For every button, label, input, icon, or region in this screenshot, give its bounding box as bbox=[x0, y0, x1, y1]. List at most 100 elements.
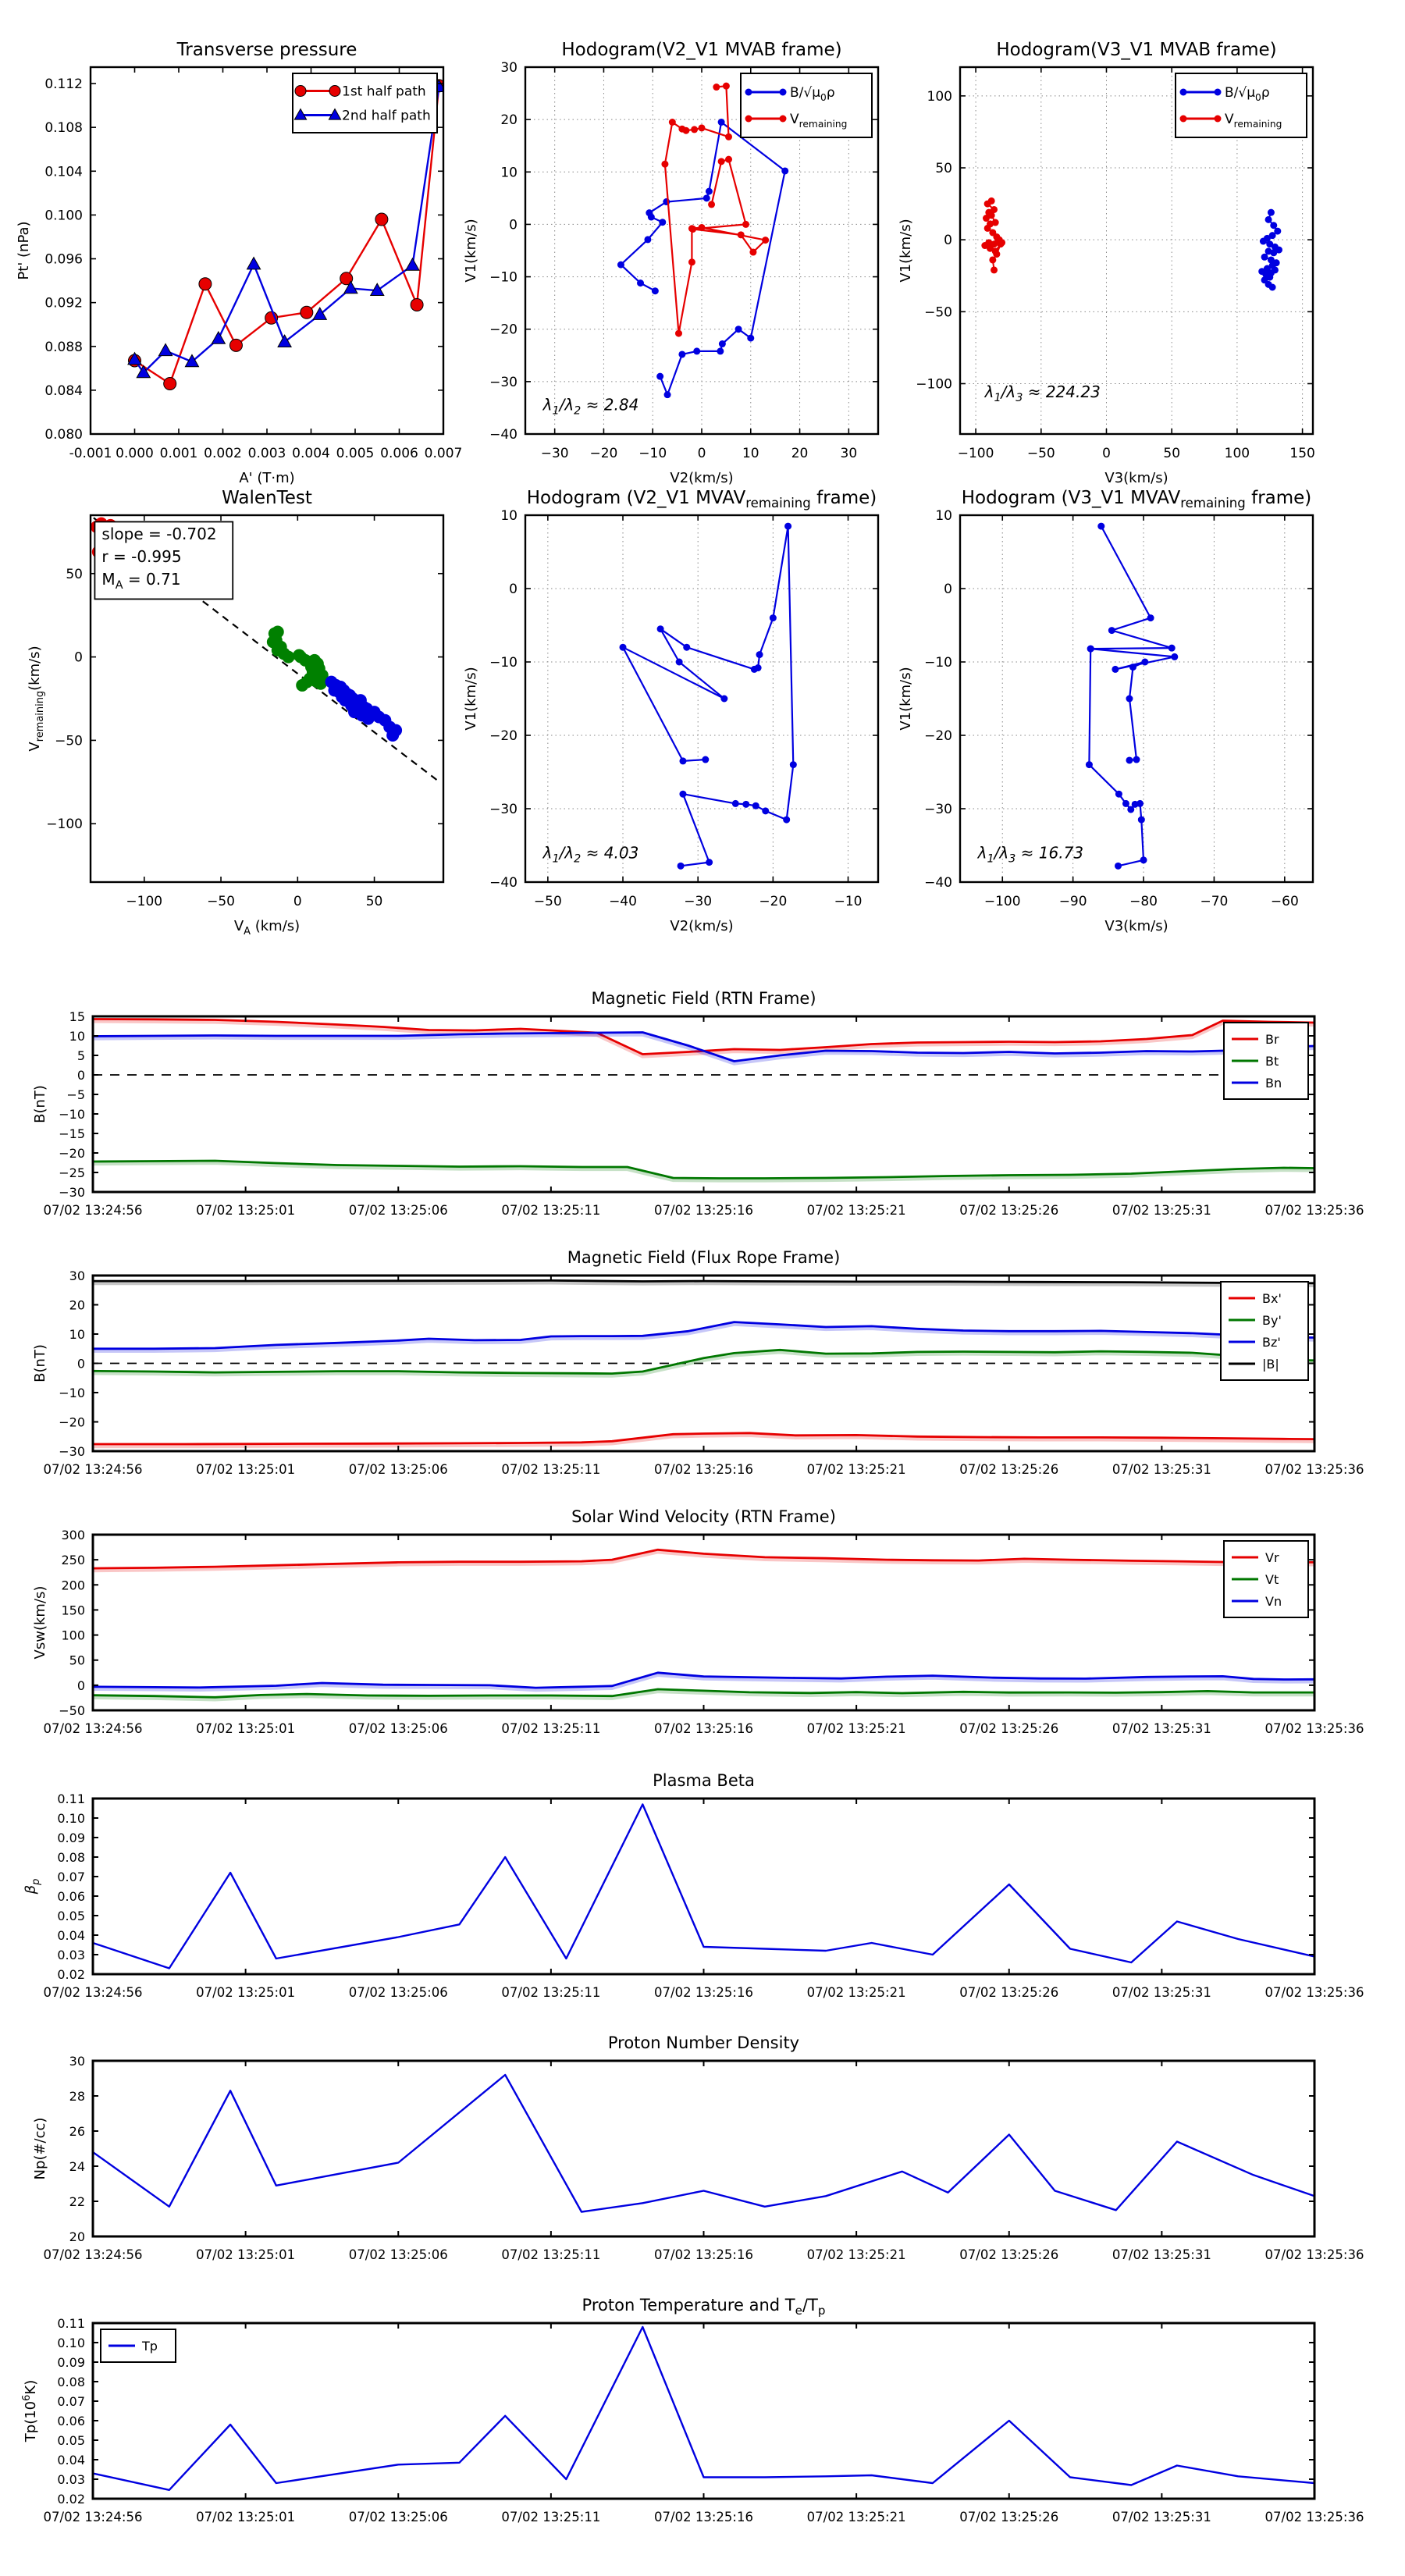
series-group bbox=[1085, 522, 1179, 870]
panel-transverse-pressure: -0.001 0.000 0.001 0.002 0.003 0.004 0.005 0.00… bbox=[16, 40, 462, 486]
series-line-Tp bbox=[93, 2325, 1314, 2491]
ticks bbox=[960, 514, 1313, 883]
y-tick-label: −30 bbox=[924, 802, 952, 817]
series-markers-V-remaining bbox=[981, 197, 1006, 274]
series-line-By-prime bbox=[93, 1348, 1314, 1375]
y-tick-label: 10 bbox=[500, 165, 518, 180]
y-tick-label: 0.07 bbox=[57, 2394, 85, 2409]
y-tick-label: −50 bbox=[59, 1703, 85, 1718]
x-tick-label: 07/02 13:25:26 bbox=[959, 2247, 1058, 2262]
panel-title-walen-test: WalenTest bbox=[222, 488, 312, 508]
x-tick-label: 0.002 bbox=[204, 446, 242, 461]
ticks bbox=[92, 1275, 1315, 1452]
y-axis-label: V1(km/s) bbox=[898, 667, 914, 730]
series-markers-velocity-hodogram bbox=[619, 522, 797, 870]
legend: Bx' By' Bz' |B| bbox=[1220, 1281, 1309, 1381]
y-tick-label: 0.096 bbox=[44, 252, 83, 268]
y-tick-label: −100 bbox=[916, 376, 952, 392]
x-tick-label: −90 bbox=[1059, 894, 1087, 909]
x-tick-label: 07/02 13:25:26 bbox=[959, 1462, 1058, 1477]
grid bbox=[960, 515, 1313, 882]
y-tick-label: 0.03 bbox=[57, 2472, 85, 2487]
x-tick-label: 0.007 bbox=[425, 446, 463, 461]
y-tick-label: 0 bbox=[944, 233, 952, 248]
x-tick-label: 07/02 13:24:56 bbox=[44, 1985, 143, 2000]
x-tick-label: −60 bbox=[1271, 894, 1299, 909]
ticks bbox=[960, 67, 1313, 434]
y-tick-label: 22 bbox=[69, 2194, 85, 2209]
x-tick-label: −40 bbox=[609, 894, 637, 909]
x-tick-label: −20 bbox=[759, 894, 787, 909]
series-shadow-B-magnitude bbox=[93, 1281, 1314, 1287]
y-tick-label: 0.09 bbox=[57, 1831, 85, 1845]
x-tick-label: 07/02 13:25:31 bbox=[1112, 1462, 1211, 1477]
series-line-Br bbox=[93, 1018, 1314, 1055]
series-line-Bn bbox=[93, 1031, 1314, 1062]
y-tick-label: 0.07 bbox=[57, 1870, 85, 1884]
y-tick-label: −10 bbox=[924, 655, 952, 671]
series-group bbox=[93, 1803, 1314, 1969]
y-tick-label: −25 bbox=[59, 1165, 85, 1180]
x-tick-label: −30 bbox=[684, 894, 712, 909]
x-tick-label: 07/02 13:25:36 bbox=[1265, 2247, 1364, 2262]
y-tick-label: 24 bbox=[69, 2159, 85, 2174]
legend-label-Bz': Bz' bbox=[1262, 1335, 1281, 1350]
legend-label-By': By' bbox=[1262, 1313, 1282, 1328]
y-tick-label: 50 bbox=[66, 567, 83, 582]
x-axis-label: VA (km/s) bbox=[234, 918, 300, 938]
series-markers-B-alfven bbox=[1258, 208, 1282, 291]
y-tick-label: 20 bbox=[69, 2229, 85, 2244]
x-tick-label: 07/02 13:25:01 bbox=[196, 1985, 295, 2000]
x-tick-label: 0 bbox=[698, 446, 706, 461]
series-group bbox=[617, 82, 789, 399]
x-tick-label: 07/02 13:25:16 bbox=[654, 2247, 753, 2262]
y-tick-label: −30 bbox=[59, 1444, 85, 1459]
series-shadow-Vr bbox=[93, 1550, 1314, 1573]
x-tick-label: −20 bbox=[589, 446, 617, 461]
y-tick-label: 10 bbox=[935, 508, 952, 524]
y-tick-label: 0.10 bbox=[57, 1811, 85, 1826]
x-tick-label: 07/02 13:24:56 bbox=[44, 1721, 143, 1736]
panel-title-proton-number-density: Proton Number Density bbox=[608, 2033, 799, 2052]
x-tick-label: 0 bbox=[1102, 446, 1111, 461]
series-shadow-Vt bbox=[93, 1689, 1314, 1702]
series-line-Vn bbox=[93, 1671, 1314, 1689]
y-tick-label: 0.05 bbox=[57, 2433, 85, 2448]
series-markers-velocity-hodogram-b bbox=[1085, 645, 1147, 870]
series-group bbox=[93, 2325, 1314, 2491]
ticks bbox=[525, 514, 878, 883]
panel-title-magnetic-field-rtn: Magnetic Field (RTN Frame) bbox=[591, 989, 816, 1008]
legend-label-|B|: |B| bbox=[1262, 1357, 1279, 1372]
y-tick-label: 20 bbox=[69, 1298, 85, 1313]
legend-label-2nd half path: 2nd half path bbox=[342, 109, 431, 124]
panel-title-hodogram-v2v1-mvav: Hodogram (V2_V1 MVAVremaining frame) bbox=[527, 488, 877, 511]
legend: Tp bbox=[100, 2329, 176, 2363]
y-tick-label: 0 bbox=[509, 217, 518, 233]
y-tick-label: 0.04 bbox=[57, 1928, 85, 1943]
x-tick-label: 07/02 13:25:11 bbox=[501, 1203, 600, 1218]
y-tick-label: 100 bbox=[927, 89, 952, 105]
grid bbox=[525, 515, 878, 882]
panel-hodogram-v3v1-mvav: −100 −90 −80 −70 −60−40−30−20−10010Hodogram … bbox=[898, 488, 1314, 934]
y-tick-label: 0.100 bbox=[44, 208, 83, 223]
x-tick-label: 07/02 13:24:56 bbox=[44, 1203, 143, 1218]
plot-background bbox=[93, 2323, 1314, 2499]
panel-title-solar-wind-velocity-rtn: Solar Wind Velocity (RTN Frame) bbox=[571, 1507, 836, 1526]
x-tick-label: 07/02 13:24:56 bbox=[44, 1462, 143, 1477]
series-group bbox=[93, 2073, 1314, 2213]
x-tick-label: 30 bbox=[841, 446, 858, 461]
y-tick-label: 150 bbox=[61, 1603, 85, 1617]
x-tick-label: 07/02 13:25:11 bbox=[501, 1462, 600, 1477]
y-tick-label: −5 bbox=[66, 1087, 85, 1102]
x-tick-label: 0.000 bbox=[116, 446, 154, 461]
y-tick-label: 250 bbox=[61, 1553, 85, 1567]
y-tick-label: −20 bbox=[489, 322, 518, 338]
x-tick-label: 10 bbox=[742, 446, 759, 461]
y-tick-label: 50 bbox=[69, 1653, 85, 1668]
y-tick-label: −20 bbox=[924, 728, 952, 744]
x-tick-label: −80 bbox=[1129, 894, 1158, 909]
y-tick-label: −10 bbox=[59, 1107, 85, 1122]
plot-background bbox=[960, 515, 1313, 882]
legend-label-Bn: Bn bbox=[1265, 1076, 1282, 1091]
series-line-B-alfven bbox=[620, 121, 786, 396]
